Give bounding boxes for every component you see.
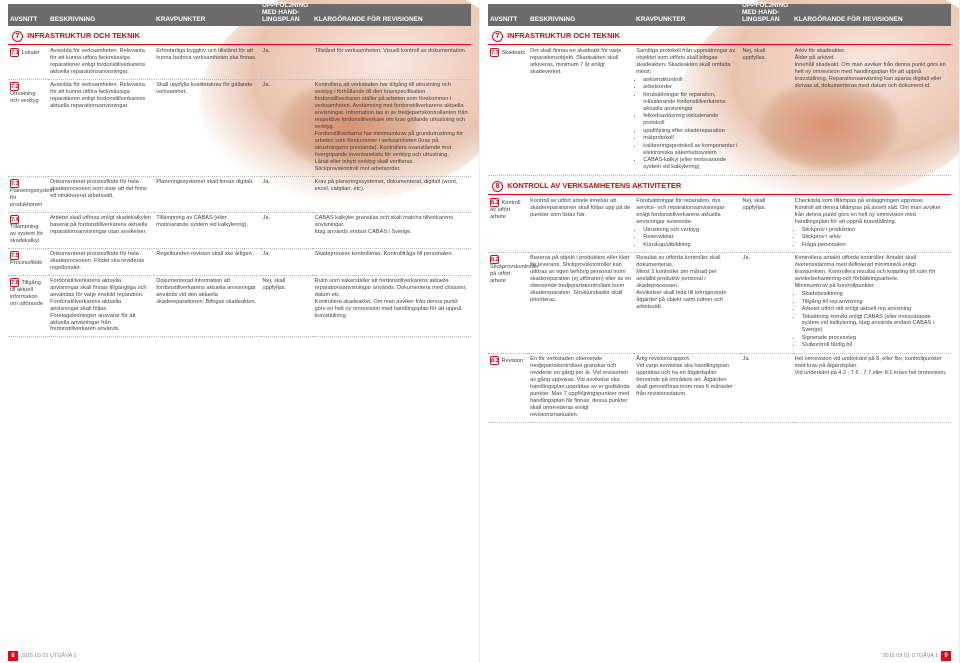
hdr-kravpunkter: Kravpunkter	[154, 15, 260, 24]
cell-kravpunkter: Skall uppfylla kvalitetskrav för gälland…	[154, 79, 260, 176]
cell-kravpunkter: Planeringssystemet skall finnas digitalt…	[154, 176, 260, 212]
section-num: 7	[492, 31, 503, 42]
cell-avsnitt: 8.2 Stickprovskontroller på utfört arbet…	[488, 253, 528, 354]
cell-klargorande: Hel omrevision vid underkänt på 8, eller…	[793, 353, 951, 422]
cell-uppfoljning: Ja.	[261, 79, 313, 176]
hdr-avsnitt: Avsnitt	[488, 15, 528, 24]
table-row: 7.2 Utrustning och verktygAvsedda för ve…	[8, 79, 471, 176]
cell-uppfoljning: Ja.	[261, 248, 313, 275]
cell-avsnitt: 8.3 Revision	[488, 353, 528, 422]
table-row: 8.1 Kontroll av utfört arbeteKontroll av…	[488, 196, 951, 253]
cell-avsnitt: 8.1 Kontroll av utfört arbete	[488, 196, 528, 253]
table-row: 8.3 RevisionEn för verkstaden oberoende …	[488, 353, 951, 422]
cell-kravpunkter: Tillämpning av CABAS (eller motsvarande …	[154, 212, 260, 248]
cell-klargorande: Skadeprocess kontrolleras. Kontrollfråga…	[313, 248, 471, 275]
cell-uppfoljning: Ja.	[261, 212, 313, 248]
cell-uppfoljning: Ja.	[261, 46, 313, 79]
section-num: 8	[492, 181, 503, 192]
cell-klargorande: Arkiv för skadeakter.Ålder på arkivet.In…	[793, 46, 951, 175]
cell-klargorande: Checklista som tillämpas på anläggningen…	[793, 196, 951, 253]
cell-beskrivning: Avsedda för verksamheten. Relevanta för …	[48, 46, 154, 79]
cell-beskrivning: Avsedda för verksamheten. Relevanta för …	[48, 79, 154, 176]
cell-kravpunkter: Dokumenterad information att fordonstill…	[154, 275, 260, 337]
cell-klargorande: CABAS kalkyler granskas och skall matcha…	[313, 212, 471, 248]
hdr-beskrivning: Beskrivning	[528, 15, 634, 24]
hdr-klargorande: klargörande för revisionen	[792, 15, 950, 24]
cell-kravpunkter: Årlig revisionsrapport.Vid varje avvikel…	[634, 353, 740, 422]
section-label: Infrastruktur och teknik	[27, 31, 140, 40]
cell-uppfoljning: Nej, skall uppfyllas.	[741, 196, 793, 253]
hdr-avsnitt: Avsnitt	[8, 15, 48, 24]
cell-avsnitt: 7.2 Utrustning och verktyg	[8, 79, 48, 176]
table-right-7: 7.7 SkadeaktDet skall finnas en skadeakt…	[488, 46, 951, 176]
cell-uppfoljning: Ja.	[741, 353, 793, 422]
cell-klargorande: Kontrollera antalet utförda kontroller. …	[793, 253, 951, 354]
table-row: 7.3 Planeringssystem för produktionenDok…	[8, 176, 471, 212]
cell-beskrivning: Dokumenterat processflöde för hela skade…	[48, 176, 154, 212]
cell-kravpunkter: Regelbunden revision skall ske årligen.	[154, 248, 260, 275]
section-label: Infrastruktur och teknik	[507, 31, 620, 40]
cell-kravpunkter: Förutsättningar för reparation, dvs serv…	[634, 196, 740, 253]
cell-uppfoljning: Ja.	[741, 253, 793, 354]
cell-avsnitt: 7.5 Processflöde	[8, 248, 48, 275]
hdr-beskrivning: Beskrivning	[48, 15, 154, 24]
section-label: Kontroll av verksamhetens aktiviteter	[507, 181, 681, 190]
cell-uppfoljning: Nej, skall uppfyllas.	[261, 275, 313, 337]
cell-klargorande: Tillstånd för verksamheten. Visuell kont…	[313, 46, 471, 79]
cell-avsnitt: 7.7 Skadeakt	[488, 46, 528, 175]
table-row: 7.1 LokalerAvsedda för verksamheten. Rel…	[8, 46, 471, 79]
cell-kravpunkter: Resultat av utförda kontroller skall dok…	[634, 253, 740, 354]
section-7-title: 7 Infrastruktur och teknik	[488, 28, 951, 45]
table-row: 7.7 SkadeaktDet skall finnas en skadeakt…	[488, 46, 951, 175]
section-num: 7	[12, 31, 23, 42]
cell-klargorande: Krav på planeringssystemet, dokumenterat…	[313, 176, 471, 212]
hdr-kravpunkter: Kravpunkter	[634, 15, 740, 24]
table-row: 7.4 Tillämpning av system för skadekalky…	[8, 212, 471, 248]
section-7-title: 7 Infrastruktur och teknik	[8, 28, 471, 45]
cell-beskrivning: En för verkstaden oberoende tredjepartsk…	[528, 353, 634, 422]
table-row: 7.5 ProcessflödeDokumenterat processflöd…	[8, 248, 471, 275]
table-left: 7.1 LokalerAvsedda för verksamheten. Rel…	[8, 46, 471, 337]
hdr-uppfoljning: Uppföljning med hand-lingsplan	[260, 1, 312, 24]
table-right-8: 8.1 Kontroll av utfört arbeteKontroll av…	[488, 196, 951, 423]
cell-beskrivning: Dokumenterat processflöde för hela skade…	[48, 248, 154, 275]
cell-klargorande: Rutin som säkerställer att fordonstillve…	[313, 275, 471, 337]
cell-avsnitt: 7.4 Tillämpning av system för skadekalky…	[8, 212, 48, 248]
column-headers: Avsnitt Beskrivning Kravpunkter Uppföljn…	[8, 4, 471, 26]
hdr-klargorande: klargörande för revisionen	[312, 15, 470, 24]
cell-beskrivning: Det skall finnas en skadeakt för varje r…	[528, 46, 634, 175]
page-right: Avsnitt Beskrivning Kravpunkter Uppföljn…	[480, 0, 960, 663]
section-8-title: 8 Kontroll av verksamhetens aktiviteter	[488, 178, 951, 195]
cell-kravpunkter: Erforderliga bygglov och tillstånd för a…	[154, 46, 260, 79]
cell-avsnitt: 7.6 Tillgång till aktuell information om…	[8, 275, 48, 337]
column-headers: Avsnitt Beskrivning Kravpunkter Uppföljn…	[488, 4, 951, 26]
cell-avsnitt: 7.3 Planeringssystem för produktionen	[8, 176, 48, 212]
cell-kravpunkter: Samtliga protokoll från uppmätningar av …	[634, 46, 740, 175]
cell-beskrivning: Baseras på objekt i produktion eller kla…	[528, 253, 634, 354]
page-left: Avsnitt Beskrivning Kravpunkter Uppföljn…	[0, 0, 480, 663]
hdr-uppfoljning: Uppföljning med hand-lingsplan	[740, 1, 792, 24]
cell-uppfoljning: Nej, skall uppfyllas.	[741, 46, 793, 175]
table-row: 7.6 Tillgång till aktuell information om…	[8, 275, 471, 337]
cell-klargorande: Kontrollera att verkstaden har tillgång …	[313, 79, 471, 176]
cell-avsnitt: 7.1 Lokaler	[8, 46, 48, 79]
cell-uppfoljning: Ja.	[261, 176, 313, 212]
cell-beskrivning: Arbetet skall utföras enligt skadekalkyl…	[48, 212, 154, 248]
cell-beskrivning: Fordonstillverkarens aktuella anvisninga…	[48, 275, 154, 337]
table-row: 8.2 Stickprovskontroller på utfört arbet…	[488, 253, 951, 354]
cell-beskrivning: Kontroll av utfört arbete innebär att sk…	[528, 196, 634, 253]
